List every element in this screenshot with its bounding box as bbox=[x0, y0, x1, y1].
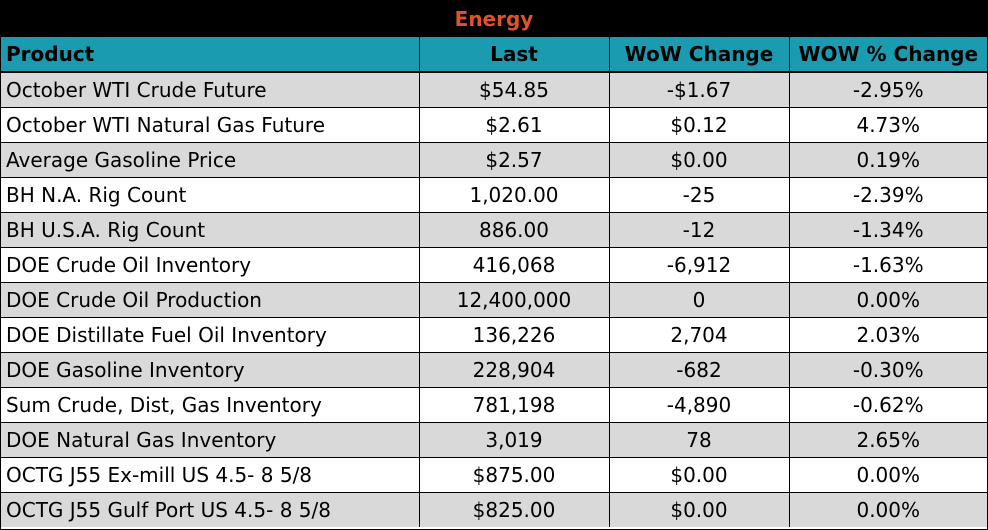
wow-change-cell: 0 bbox=[609, 282, 790, 318]
wow-change-cell: $0.12 bbox=[609, 107, 790, 143]
product-cell: Sum Crude, Dist, Gas Inventory bbox=[1, 387, 420, 423]
wow-change-cell: $0.00 bbox=[609, 142, 790, 178]
table-row: October WTI Crude Future $54.85 -$1.67 -… bbox=[1, 72, 987, 108]
product-cell: DOE Distillate Fuel Oil Inventory bbox=[1, 317, 420, 353]
last-cell: $825.00 bbox=[419, 492, 610, 527]
wow-change-cell: -25 bbox=[609, 177, 790, 213]
last-cell: $875.00 bbox=[419, 457, 610, 493]
wow-change-cell: $0.00 bbox=[609, 457, 790, 493]
product-cell: October WTI Natural Gas Future bbox=[1, 107, 420, 143]
last-cell: 1,020.00 bbox=[419, 177, 610, 213]
last-cell: 12,400,000 bbox=[419, 282, 610, 318]
column-header-product: Product bbox=[1, 37, 420, 73]
last-cell: 781,198 bbox=[419, 387, 610, 423]
product-cell: OCTG J55 Gulf Port US 4.5- 8 5/8 bbox=[1, 492, 420, 527]
table-row: OCTG J55 Gulf Port US 4.5- 8 5/8 $825.00… bbox=[1, 492, 987, 527]
last-cell: $2.57 bbox=[419, 142, 610, 178]
wow-pct-cell: -2.95% bbox=[789, 72, 987, 108]
column-header-wow-pct-change: WOW % Change bbox=[789, 37, 987, 73]
wow-pct-cell: -2.39% bbox=[789, 177, 987, 213]
product-cell: October WTI Crude Future bbox=[1, 72, 420, 108]
product-cell: DOE Gasoline Inventory bbox=[1, 352, 420, 388]
wow-change-cell: -682 bbox=[609, 352, 790, 388]
table-row: DOE Distillate Fuel Oil Inventory 136,22… bbox=[1, 317, 987, 353]
energy-table: Product Last WoW Change WOW % Change Oct… bbox=[1, 37, 987, 527]
product-cell: BH N.A. Rig Count bbox=[1, 177, 420, 213]
last-cell: $2.61 bbox=[419, 107, 610, 143]
last-cell: 886.00 bbox=[419, 212, 610, 248]
wow-change-cell: 78 bbox=[609, 422, 790, 458]
table-row: DOE Gasoline Inventory 228,904 -682 -0.3… bbox=[1, 352, 987, 388]
header-row: Product Last WoW Change WOW % Change bbox=[1, 37, 987, 73]
wow-pct-cell: 0.00% bbox=[789, 492, 987, 527]
wow-pct-cell: -0.30% bbox=[789, 352, 987, 388]
table-row: DOE Crude Oil Production 12,400,000 0 0.… bbox=[1, 282, 987, 318]
last-cell: 3,019 bbox=[419, 422, 610, 458]
wow-pct-cell: -1.34% bbox=[789, 212, 987, 248]
wow-pct-cell: 2.03% bbox=[789, 317, 987, 353]
wow-change-cell: -6,912 bbox=[609, 247, 790, 283]
wow-pct-cell: 2.65% bbox=[789, 422, 987, 458]
column-header-wow-change: WoW Change bbox=[609, 37, 790, 73]
wow-change-cell: -4,890 bbox=[609, 387, 790, 423]
wow-change-cell: -12 bbox=[609, 212, 790, 248]
product-cell: OCTG J55 Ex-mill US 4.5- 8 5/8 bbox=[1, 457, 420, 493]
wow-pct-cell: -0.62% bbox=[789, 387, 987, 423]
wow-pct-cell: 0.00% bbox=[789, 457, 987, 493]
wow-pct-cell: 4.73% bbox=[789, 107, 987, 143]
column-header-last: Last bbox=[419, 37, 610, 73]
table-row: BH U.S.A. Rig Count 886.00 -12 -1.34% bbox=[1, 212, 987, 248]
product-cell: DOE Crude Oil Inventory bbox=[1, 247, 420, 283]
wow-pct-cell: 0.00% bbox=[789, 282, 987, 318]
table-row: OCTG J55 Ex-mill US 4.5- 8 5/8 $875.00 $… bbox=[1, 457, 987, 493]
table-row: DOE Crude Oil Inventory 416,068 -6,912 -… bbox=[1, 247, 987, 283]
product-cell: Average Gasoline Price bbox=[1, 142, 420, 178]
wow-change-cell: $0.00 bbox=[609, 492, 790, 527]
last-cell: $54.85 bbox=[419, 72, 610, 108]
product-cell: BH U.S.A. Rig Count bbox=[1, 212, 420, 248]
last-cell: 228,904 bbox=[419, 352, 610, 388]
table-row: BH N.A. Rig Count 1,020.00 -25 -2.39% bbox=[1, 177, 987, 213]
wow-change-cell: 2,704 bbox=[609, 317, 790, 353]
table-row: DOE Natural Gas Inventory 3,019 78 2.65% bbox=[1, 422, 987, 458]
wow-pct-cell: -1.63% bbox=[789, 247, 987, 283]
wow-pct-cell: 0.19% bbox=[789, 142, 987, 178]
last-cell: 416,068 bbox=[419, 247, 610, 283]
wow-change-cell: -$1.67 bbox=[609, 72, 790, 108]
table-row: Average Gasoline Price $2.57 $0.00 0.19% bbox=[1, 142, 987, 178]
table-row: October WTI Natural Gas Future $2.61 $0.… bbox=[1, 107, 987, 143]
table-title: Energy bbox=[1, 1, 987, 37]
last-cell: 136,226 bbox=[419, 317, 610, 353]
product-cell: DOE Natural Gas Inventory bbox=[1, 422, 420, 458]
table-row: Sum Crude, Dist, Gas Inventory 781,198 -… bbox=[1, 387, 987, 423]
product-cell: DOE Crude Oil Production bbox=[1, 282, 420, 318]
